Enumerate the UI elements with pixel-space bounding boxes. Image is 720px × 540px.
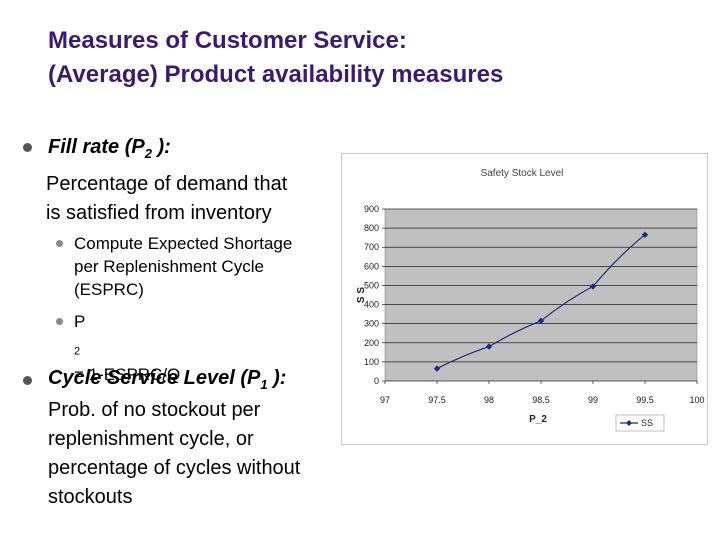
y-tick-label: 200 — [364, 338, 379, 348]
csl-desc-line-2: replenishment cycle, or — [48, 428, 254, 450]
safety-stock-chart: Safety Stock Level 0 100 200 300 400 500 600 700… — [341, 153, 708, 445]
csl-heading-text: Cycle Service Level (P — [48, 367, 261, 389]
data-point — [485, 343, 493, 350]
y-axis-label: S S — [356, 287, 367, 303]
chart-canvas: Safety Stock Level 0 100 200 300 400 500 600 700… — [356, 168, 705, 432]
y-tick-label: 800 — [364, 223, 379, 233]
fill-rate-desc-line-1: Percentage of demand that — [46, 173, 288, 195]
data-point — [537, 317, 545, 324]
fill-rate-desc-line-2: is satisfied from inventory — [46, 202, 272, 224]
data-point — [433, 365, 441, 372]
title-line-2: (Average) Product availability measures — [48, 61, 504, 88]
bullet-csl — [23, 376, 32, 385]
y-tick-label: 900 — [364, 204, 379, 214]
fill-rate-description: Percentage of demand that is satisfied f… — [46, 170, 287, 228]
fill-rate-heading-sub: 2 — [144, 146, 152, 161]
fill-rate-heading: Fill rate (P2 ): — [48, 136, 171, 161]
y-tick-label: 300 — [364, 319, 379, 329]
legend-box — [615, 414, 665, 432]
esprc-line-3: (ESPRC) — [74, 280, 144, 299]
x-tick-label: 99.5 — [636, 395, 654, 405]
csl-desc-line-4: stockouts — [48, 486, 133, 508]
p2-formula: P 2 = 1-ESPRC/Q — [74, 310, 180, 386]
csl-heading-sub: 1 — [260, 377, 268, 392]
y-tick-label: 700 — [364, 242, 379, 252]
y-tick-label: 500 — [364, 280, 379, 290]
csl-desc-line-3: percentage of cycles without — [48, 457, 301, 479]
p2-formula-sub: 2 — [74, 345, 81, 358]
x-tick-label: 100 — [689, 395, 704, 405]
y-tick-label: 100 — [364, 357, 379, 367]
csl-heading: Cycle Service Level (P1 ): — [48, 367, 286, 392]
bullet-p2-formula — [56, 318, 63, 325]
p2-formula-post: = 1-ESPRC/Q — [74, 365, 181, 385]
legend-marker — [626, 420, 632, 426]
legend-label: SS — [641, 418, 653, 428]
x-axis-label: P_2 — [529, 414, 547, 425]
x-tick-label: 98 — [484, 395, 494, 405]
csl-heading-end: ): — [267, 367, 287, 389]
esprc-item: Compute Expected Shortage per Replenishm… — [74, 232, 292, 301]
plot-area — [384, 208, 698, 382]
chart-title: Safety Stock Level — [481, 168, 564, 179]
y-tick-label: 600 — [364, 261, 379, 271]
bullet-fill-rate — [23, 143, 32, 152]
esprc-line-2: per Replenishment Cycle — [74, 257, 264, 276]
y-tick-label: 400 — [364, 300, 379, 310]
esprc-line-1: Compute Expected Shortage — [74, 234, 293, 253]
x-tick-label: 99 — [588, 395, 598, 405]
data-point — [589, 283, 597, 290]
csl-description: Prob. of no stockout per replenishment c… — [48, 396, 300, 512]
bullet-esprc — [56, 240, 63, 247]
fill-rate-heading-text: Fill rate (P — [48, 136, 145, 158]
slide-title: Measures of Customer Service: (Average) … — [48, 24, 503, 92]
fill-rate-heading-end: ): — [151, 136, 171, 158]
x-tick-label: 97.5 — [428, 395, 446, 405]
x-tick-label: 98.5 — [532, 395, 550, 405]
csl-desc-line-1: Prob. of no stockout per — [48, 399, 261, 421]
x-tick-label: 97 — [380, 395, 390, 405]
data-point — [641, 231, 649, 238]
p2-formula-pre: P — [74, 312, 86, 331]
y-tick-label: 0 — [374, 376, 379, 386]
title-line-1: Measures of Customer Service: — [48, 27, 407, 54]
